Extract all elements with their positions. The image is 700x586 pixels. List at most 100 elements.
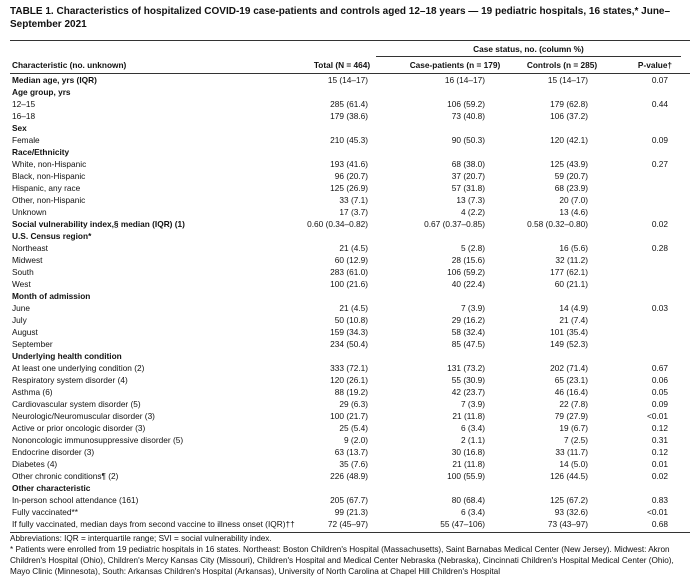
cell-value: 283 (61.0): [330, 267, 368, 277]
row-label: South: [12, 267, 34, 277]
cell-value: 42 (23.7): [451, 387, 485, 397]
cell-value: 7 (2.5): [564, 435, 588, 445]
cell-value: 57 (31.8): [451, 183, 485, 193]
cell-value: 17 (3.7): [339, 207, 368, 217]
cell-value: 205 (67.7): [330, 495, 368, 505]
section-heading: Age group, yrs: [12, 87, 71, 97]
cell-value: 0.07: [651, 75, 668, 85]
cell-value: 88 (19.2): [334, 387, 368, 397]
cell-value: 63 (13.7): [334, 447, 368, 457]
cell-value: 234 (50.4): [330, 339, 368, 349]
row-label: Female: [12, 135, 40, 145]
cell-value: <0.01: [647, 411, 668, 421]
cell-value: 120 (26.1): [330, 375, 368, 385]
footnotes: Abbreviations: IQR = interquartile range…: [10, 533, 692, 577]
cell-value: 46 (16.4): [554, 387, 588, 397]
cell-value: 21 (11.8): [452, 459, 485, 469]
cell-value: 32 (11.2): [555, 255, 588, 265]
cell-value: 0.09: [651, 399, 668, 409]
cell-value: 106 (59.2): [447, 267, 485, 277]
group-header: Case status, no. (column %): [473, 44, 584, 54]
cell-value: 73 (43–97): [547, 519, 588, 529]
cell-value: 99 (21.3): [334, 507, 368, 517]
row-label: Hispanic, any race: [12, 183, 81, 193]
cell-value: 68 (38.0): [451, 159, 485, 169]
cell-value: 0.09: [651, 135, 668, 145]
row-label: Active or prior oncologic disorder (3): [12, 423, 146, 433]
cell-value: 33 (7.1): [339, 195, 368, 205]
cell-value: 333 (72.1): [330, 363, 368, 373]
cell-value: 35 (7.6): [339, 459, 368, 469]
cell-value: 285 (61.4): [330, 99, 368, 109]
cell-value: 101 (35.4): [550, 327, 588, 337]
rule: [376, 56, 681, 57]
cell-value: 7 (3.9): [461, 399, 485, 409]
rule: [10, 73, 690, 74]
cell-value: 0.12: [651, 423, 668, 433]
section-heading: Underlying health condition: [12, 351, 122, 361]
footnote: Abbreviations: IQR = interquartile range…: [10, 534, 272, 543]
cell-value: 15 (14–17): [327, 75, 368, 85]
cell-value: 100 (55.9): [447, 471, 485, 481]
cell-value: 177 (62.1): [550, 267, 588, 277]
cell-value: 0.58 (0.32–0.80): [527, 219, 588, 229]
cell-value: 58 (32.4): [451, 327, 485, 337]
row-label: White, non-Hispanic: [12, 159, 87, 169]
cell-value: 85 (47.5): [451, 339, 485, 349]
cell-value: 0.67: [651, 363, 668, 373]
cell-value: 21 (4.5): [339, 243, 368, 253]
cell-value: 0.01: [651, 459, 668, 469]
cell-value: 16 (14–17): [444, 75, 485, 85]
cell-value: 21 (7.4): [559, 315, 588, 325]
cell-value: 179 (38.6): [330, 111, 368, 121]
row-label: Other, non-Hispanic: [12, 195, 86, 205]
cell-value: 106 (59.2): [447, 99, 485, 109]
section-heading: U.S. Census region*: [12, 231, 92, 241]
cell-value: 13 (7.3): [456, 195, 485, 205]
cell-value: 21 (4.5): [339, 303, 368, 313]
cell-value: 7 (3.9): [461, 303, 485, 313]
cell-value: 0.44: [651, 99, 668, 109]
cell-value: 0.03: [651, 303, 668, 313]
cell-value: 14 (5.0): [559, 459, 588, 469]
cell-value: 79 (27.9): [554, 411, 588, 421]
cell-value: 179 (62.8): [550, 99, 588, 109]
cell-value: 0.67 (0.37–0.85): [424, 219, 485, 229]
cell-value: 159 (34.3): [330, 327, 368, 337]
cell-value: 0.83: [651, 495, 668, 505]
section-heading: Other characteristic: [12, 483, 91, 493]
column-header: Characteristic (no. unknown): [12, 60, 127, 70]
cell-value: 0.02: [651, 471, 668, 481]
cell-value: 29 (6.3): [339, 399, 368, 409]
column-header: Total (N = 464): [313, 60, 371, 70]
column-header: P-value†: [637, 60, 673, 70]
row-label: Cardiovascular system disorder (5): [12, 399, 141, 409]
cell-value: 80 (68.4): [451, 495, 485, 505]
cell-value: 6 (3.4): [461, 507, 485, 517]
cell-value: 100 (21.7): [330, 411, 368, 421]
cell-value: 0.12: [651, 447, 668, 457]
row-label: In-person school attendance (161): [12, 495, 139, 505]
row-label: Respiratory system disorder (4): [12, 375, 128, 385]
cell-value: 73 (40.8): [451, 111, 485, 121]
table-title: TABLE 1. Characteristics of hospitalized…: [10, 6, 671, 30]
cell-value: 30 (16.8): [451, 447, 485, 457]
cell-value: 125 (26.9): [330, 183, 368, 193]
cell-value: 226 (48.9): [330, 471, 368, 481]
cell-value: 55 (30.9): [451, 375, 485, 385]
cell-value: 14 (4.9): [559, 303, 588, 313]
cell-value: 65 (23.1): [554, 375, 588, 385]
cell-value: 0.27: [651, 159, 668, 169]
cell-value: 33 (11.7): [555, 447, 588, 457]
cell-value: 131 (73.2): [447, 363, 485, 373]
column-header: Controls (n = 285): [526, 60, 598, 70]
row-label: At least one underlying condition (2): [12, 363, 145, 373]
cell-value: 68 (23.9): [554, 183, 588, 193]
cell-value: 0.28: [651, 243, 668, 253]
row-label: July: [12, 315, 27, 325]
cell-value: 60 (12.9): [334, 255, 368, 265]
row-label: Black, non-Hispanic: [12, 171, 86, 181]
cell-value: 40 (22.4): [451, 279, 485, 289]
row-label: West: [12, 279, 31, 289]
